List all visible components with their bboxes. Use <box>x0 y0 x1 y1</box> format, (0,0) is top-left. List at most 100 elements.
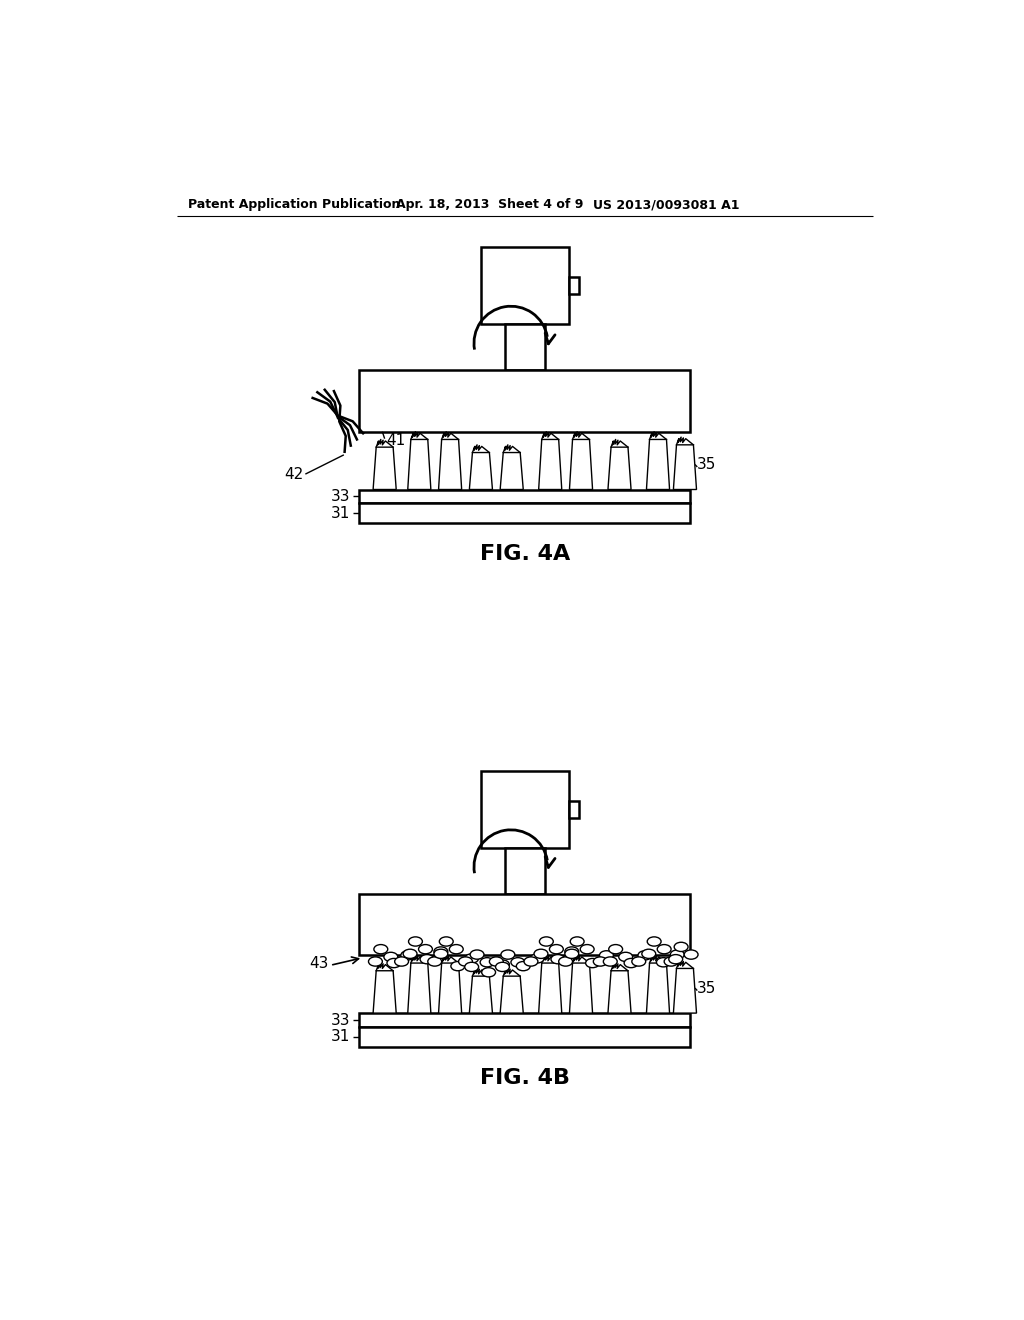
Text: 31: 31 <box>331 506 350 521</box>
Ellipse shape <box>387 958 400 968</box>
Bar <box>359 1014 690 1027</box>
Ellipse shape <box>540 937 553 946</box>
Text: FIG. 4A: FIG. 4A <box>479 544 570 564</box>
Polygon shape <box>608 447 631 490</box>
Ellipse shape <box>625 958 638 968</box>
Bar <box>505 323 545 370</box>
Ellipse shape <box>530 954 544 964</box>
Polygon shape <box>500 453 523 490</box>
Ellipse shape <box>394 957 409 966</box>
Ellipse shape <box>420 954 434 964</box>
Ellipse shape <box>524 957 538 966</box>
Ellipse shape <box>465 962 478 972</box>
Polygon shape <box>674 445 696 490</box>
Ellipse shape <box>656 958 671 966</box>
Ellipse shape <box>565 949 579 958</box>
Ellipse shape <box>496 960 509 969</box>
Ellipse shape <box>684 950 698 960</box>
Polygon shape <box>500 977 523 1014</box>
Polygon shape <box>674 969 696 1014</box>
Ellipse shape <box>608 945 623 954</box>
Polygon shape <box>646 440 670 490</box>
Text: 41: 41 <box>386 433 406 449</box>
Polygon shape <box>438 964 462 1014</box>
Ellipse shape <box>409 937 422 946</box>
Ellipse shape <box>450 945 463 954</box>
Ellipse shape <box>470 950 484 960</box>
Ellipse shape <box>603 957 617 966</box>
Ellipse shape <box>501 950 515 960</box>
Ellipse shape <box>593 957 607 966</box>
Ellipse shape <box>369 957 382 966</box>
Ellipse shape <box>480 958 494 966</box>
Bar <box>359 370 690 432</box>
Text: US 2013/0093081 A1: US 2013/0093081 A1 <box>593 198 739 211</box>
Ellipse shape <box>647 937 662 946</box>
Bar <box>505 847 545 894</box>
Polygon shape <box>408 964 431 1014</box>
Ellipse shape <box>384 952 397 961</box>
Ellipse shape <box>419 945 432 954</box>
Polygon shape <box>469 977 493 1014</box>
Ellipse shape <box>665 957 678 966</box>
Bar <box>359 490 690 503</box>
Text: 33: 33 <box>331 1012 350 1027</box>
Bar <box>481 247 569 323</box>
Ellipse shape <box>550 945 563 954</box>
Polygon shape <box>373 447 396 490</box>
Text: 35: 35 <box>696 981 716 995</box>
Bar <box>569 800 579 817</box>
Ellipse shape <box>642 949 655 958</box>
Ellipse shape <box>559 957 572 966</box>
Text: 42: 42 <box>285 466 304 482</box>
Ellipse shape <box>465 954 478 964</box>
Ellipse shape <box>565 946 579 956</box>
Text: Apr. 18, 2013  Sheet 4 of 9: Apr. 18, 2013 Sheet 4 of 9 <box>396 198 584 211</box>
Ellipse shape <box>657 945 671 954</box>
Ellipse shape <box>516 961 530 970</box>
Polygon shape <box>608 970 631 1014</box>
Ellipse shape <box>570 937 584 946</box>
Ellipse shape <box>586 958 599 968</box>
Text: 33: 33 <box>331 488 350 504</box>
Ellipse shape <box>428 957 441 966</box>
Ellipse shape <box>496 962 509 972</box>
Ellipse shape <box>451 961 465 970</box>
Text: 35: 35 <box>696 457 716 473</box>
Ellipse shape <box>481 968 496 977</box>
Ellipse shape <box>599 950 613 960</box>
Ellipse shape <box>439 937 454 946</box>
Ellipse shape <box>434 946 447 956</box>
Ellipse shape <box>400 950 415 960</box>
Bar <box>359 1027 690 1047</box>
Ellipse shape <box>669 954 683 964</box>
Polygon shape <box>408 440 431 490</box>
Text: Patent Application Publication: Patent Application Publication <box>188 198 400 211</box>
Bar <box>569 277 579 294</box>
Polygon shape <box>438 440 462 490</box>
Ellipse shape <box>551 954 565 964</box>
Ellipse shape <box>434 949 447 958</box>
Polygon shape <box>569 964 593 1014</box>
Polygon shape <box>646 964 670 1014</box>
Polygon shape <box>469 453 493 490</box>
Polygon shape <box>373 970 396 1014</box>
Polygon shape <box>539 440 562 490</box>
Ellipse shape <box>535 949 548 958</box>
Ellipse shape <box>638 950 652 960</box>
Bar <box>359 503 690 524</box>
Text: 31: 31 <box>331 1030 350 1044</box>
Text: FIG. 4B: FIG. 4B <box>480 1068 569 1088</box>
Ellipse shape <box>632 957 646 966</box>
Ellipse shape <box>489 957 503 966</box>
Ellipse shape <box>511 958 524 966</box>
Text: 43: 43 <box>309 956 329 970</box>
Ellipse shape <box>403 949 417 958</box>
Bar <box>359 894 690 956</box>
Ellipse shape <box>459 957 472 966</box>
Ellipse shape <box>618 952 633 961</box>
Ellipse shape <box>374 945 388 954</box>
Polygon shape <box>539 964 562 1014</box>
Polygon shape <box>569 440 593 490</box>
Ellipse shape <box>671 950 684 960</box>
